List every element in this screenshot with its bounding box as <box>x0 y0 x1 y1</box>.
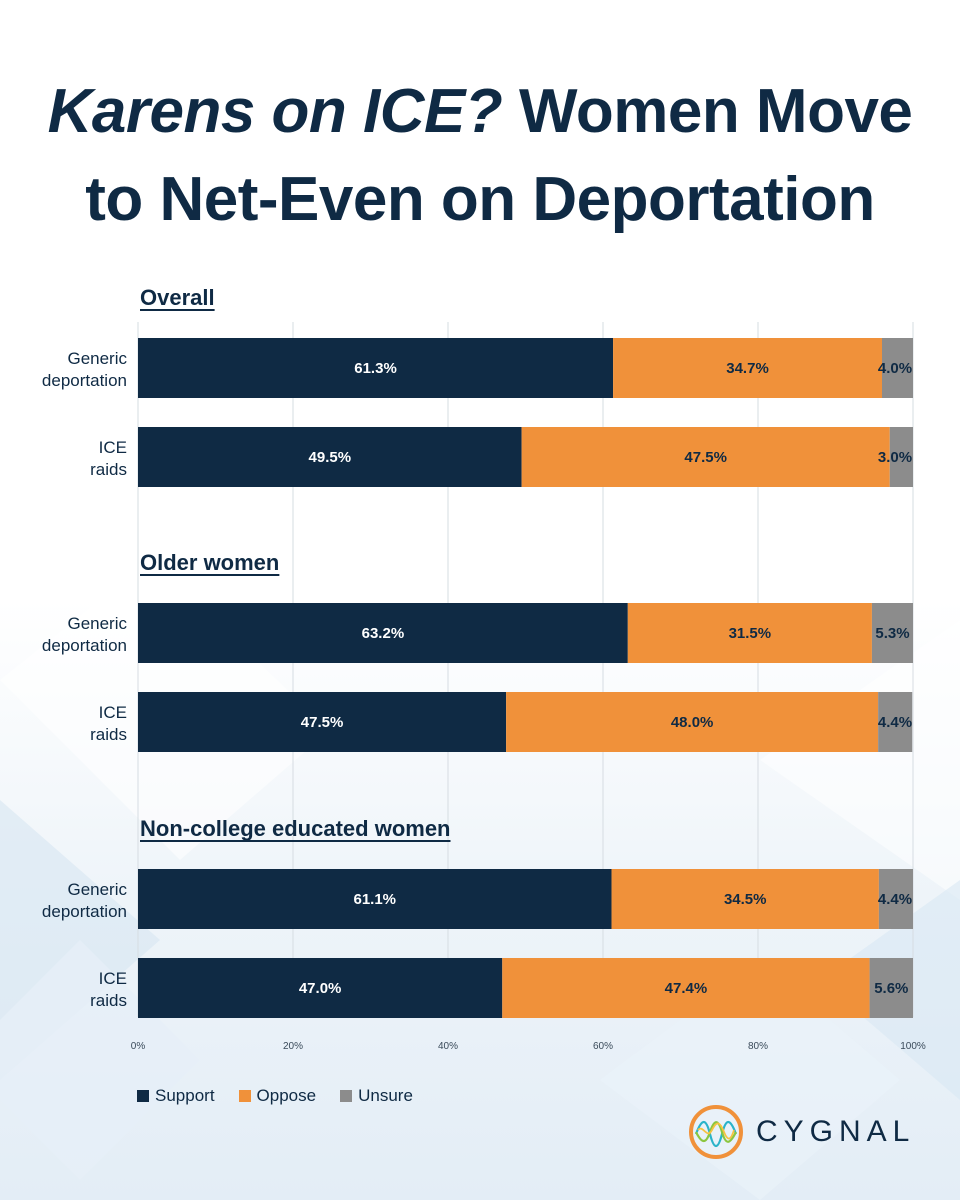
legend-swatch-support <box>137 1090 149 1102</box>
legend-item-unsure: Unsure <box>340 1086 413 1106</box>
category-label-line: deportation <box>42 371 127 390</box>
data-label: 47.4% <box>665 980 708 997</box>
bar-segment-oppose <box>502 958 870 1018</box>
page-title: Karens on ICE? Women Move to Net-Even on… <box>0 68 960 244</box>
bar-segment-support <box>138 869 612 929</box>
cygnal-logo-icon <box>689 1105 743 1159</box>
x-tick-label: 100% <box>900 1041 926 1052</box>
category-label: Generic deportation <box>42 349 128 390</box>
data-label: 47.5% <box>684 449 727 466</box>
data-label: 61.3% <box>354 360 397 377</box>
cygnal-logo-text: CYGNAL <box>756 1115 916 1148</box>
data-label: 5.3% <box>875 625 909 642</box>
bar-segment-support <box>138 958 503 1018</box>
data-label: 63.2% <box>362 625 405 642</box>
data-label: 34.5% <box>724 891 767 908</box>
category-label-line: Generic <box>67 349 127 368</box>
bar-segment-support <box>138 603 628 663</box>
title-line-1: Karens on ICE? Women Move <box>0 68 960 156</box>
bar-segment-oppose <box>611 869 879 929</box>
cygnal-logo: CYGNAL <box>688 1104 915 1160</box>
legend-label-oppose: Oppose <box>256 1086 317 1105</box>
category-label: ICE raids <box>90 438 127 479</box>
x-tick-label: 0% <box>131 1041 146 1052</box>
data-label: 47.0% <box>299 980 342 997</box>
data-label: 61.1% <box>353 891 396 908</box>
bar-segment-oppose <box>506 692 879 752</box>
legend: Support Oppose Unsure <box>137 1086 413 1106</box>
title-italic: Karens on ICE? <box>47 77 503 146</box>
category-label: ICE raids <box>90 703 127 744</box>
data-label: 4.4% <box>878 714 912 731</box>
category-label-line: deportation <box>42 636 127 655</box>
bar-segment-unsure <box>871 603 913 663</box>
x-tick-label: 60% <box>593 1041 613 1052</box>
category-label-line: Generic <box>67 614 127 633</box>
category-label-line: raids <box>90 725 127 744</box>
bar-segment-support <box>138 692 507 752</box>
bar-segment-unsure <box>882 338 913 398</box>
category-label-line: deportation <box>42 902 127 921</box>
data-label: 3.0% <box>878 449 912 466</box>
x-tick-label: 80% <box>748 1041 768 1052</box>
bar-segment-support <box>138 338 614 398</box>
title-rest: Women Move <box>502 77 913 146</box>
legend-item-oppose: Oppose <box>238 1086 317 1106</box>
data-label: 4.4% <box>878 891 912 908</box>
category-label: Generic deportation <box>42 880 128 921</box>
legend-label-unsure: Unsure <box>358 1086 413 1105</box>
bar-segment-unsure <box>878 692 913 752</box>
data-label: 5.6% <box>874 980 908 997</box>
data-label: 34.7% <box>726 360 769 377</box>
category-label-line: ICE <box>99 703 127 722</box>
bar-segment-oppose <box>627 603 872 663</box>
section-title: Older women <box>140 550 279 575</box>
bar-segment-unsure <box>878 869 913 929</box>
category-label-line: raids <box>90 991 127 1010</box>
bar-segment-oppose <box>521 427 890 487</box>
title-line-2: to Net-Even on Deportation <box>85 165 875 234</box>
category-label-line: raids <box>90 460 127 479</box>
category-label-line: ICE <box>99 438 127 457</box>
data-label: 48.0% <box>671 714 714 731</box>
bar-segment-support <box>138 427 522 487</box>
legend-item-support: Support <box>137 1086 215 1106</box>
category-label: ICE raids <box>90 969 127 1010</box>
data-label: 4.0% <box>878 360 912 377</box>
category-label-line: ICE <box>99 969 127 988</box>
section-title: Overall <box>140 285 215 310</box>
data-label: 47.5% <box>301 714 344 731</box>
data-label: 31.5% <box>729 625 772 642</box>
data-label: 49.5% <box>309 449 352 466</box>
x-tick-label: 20% <box>283 1041 303 1052</box>
category-label: Generic deportation <box>42 614 128 655</box>
bar-segment-unsure <box>889 427 913 487</box>
category-label-line: Generic <box>67 880 127 899</box>
legend-label-support: Support <box>155 1086 215 1105</box>
x-tick-label: 40% <box>438 1041 458 1052</box>
bar-segment-unsure <box>869 958 913 1018</box>
bar-segment-oppose <box>613 338 882 398</box>
legend-swatch-unsure <box>340 1090 353 1102</box>
legend-swatch-oppose <box>238 1090 251 1102</box>
section-title: Non-college educated women <box>140 816 451 841</box>
